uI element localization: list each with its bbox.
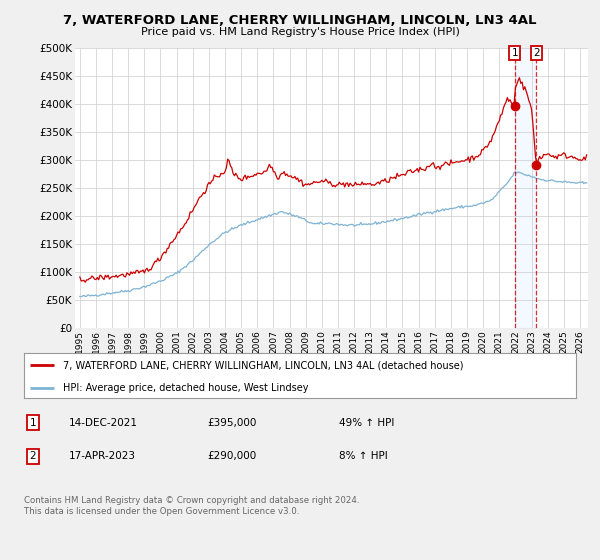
Text: HPI: Average price, detached house, West Lindsey: HPI: Average price, detached house, West…: [62, 382, 308, 393]
Text: 49% ↑ HPI: 49% ↑ HPI: [339, 418, 394, 428]
Text: £290,000: £290,000: [207, 451, 256, 461]
Text: 7, WATERFORD LANE, CHERRY WILLINGHAM, LINCOLN, LN3 4AL (detached house): 7, WATERFORD LANE, CHERRY WILLINGHAM, LI…: [62, 360, 463, 370]
Text: 17-APR-2023: 17-APR-2023: [69, 451, 136, 461]
Text: 1: 1: [29, 418, 37, 428]
Text: 2: 2: [29, 451, 37, 461]
Text: Price paid vs. HM Land Registry's House Price Index (HPI): Price paid vs. HM Land Registry's House …: [140, 27, 460, 37]
Text: Contains HM Land Registry data © Crown copyright and database right 2024.
This d: Contains HM Land Registry data © Crown c…: [24, 496, 359, 516]
Text: £395,000: £395,000: [207, 418, 256, 428]
Text: 2: 2: [533, 48, 539, 58]
Text: 8% ↑ HPI: 8% ↑ HPI: [339, 451, 388, 461]
Text: 7, WATERFORD LANE, CHERRY WILLINGHAM, LINCOLN, LN3 4AL: 7, WATERFORD LANE, CHERRY WILLINGHAM, LI…: [63, 14, 537, 27]
Text: 14-DEC-2021: 14-DEC-2021: [69, 418, 138, 428]
Text: 1: 1: [511, 48, 518, 58]
